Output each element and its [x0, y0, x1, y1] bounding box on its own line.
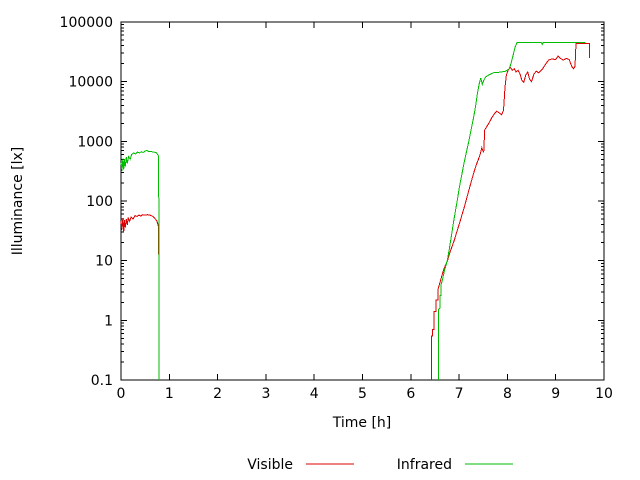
x-tick-label: 1 [165, 386, 174, 402]
series-infrared-line [120, 150, 160, 381]
x-tick-label: 3 [261, 386, 270, 402]
x-tick-label: 10 [595, 386, 613, 402]
x-tick-label: 7 [455, 386, 464, 402]
x-tick-label: 0 [117, 386, 126, 402]
y-tick-label: 100000 [60, 15, 113, 31]
y-tick-label: 100 [86, 194, 113, 210]
series-lines [120, 41, 590, 381]
legend-label-infrared: Infrared [397, 457, 452, 473]
series-visible-line [120, 214, 160, 381]
legend-label-visible: Visible [247, 457, 293, 473]
series-infrared-line [437, 41, 586, 380]
axis-ticks: 0 1 2 3 4 5 6 7 8 9 10 0.1 1 10 100 1000 10000 100000 [60, 15, 613, 402]
x-tick-label: 5 [358, 386, 367, 402]
x-tick-label: 2 [213, 386, 222, 402]
x-tick-label: 8 [503, 386, 512, 402]
x-axis-title: Time [h] [332, 415, 392, 431]
y-tick-label: 10000 [68, 75, 113, 91]
x-tick-label: 9 [551, 386, 560, 402]
y-tick-label: 0.1 [91, 373, 113, 389]
y-tick-label: 1000 [77, 134, 113, 150]
x-tick-label: 4 [310, 386, 319, 402]
x-tick-label: 6 [406, 386, 415, 402]
y-tick-label: 10 [95, 254, 113, 270]
legend: Visible Infrared [247, 457, 513, 473]
y-axis-title: Illuminance [lx] [10, 147, 26, 256]
plot-border [120, 21, 605, 381]
y-tick-label: 1 [104, 313, 113, 329]
series-visible-line [431, 42, 590, 380]
